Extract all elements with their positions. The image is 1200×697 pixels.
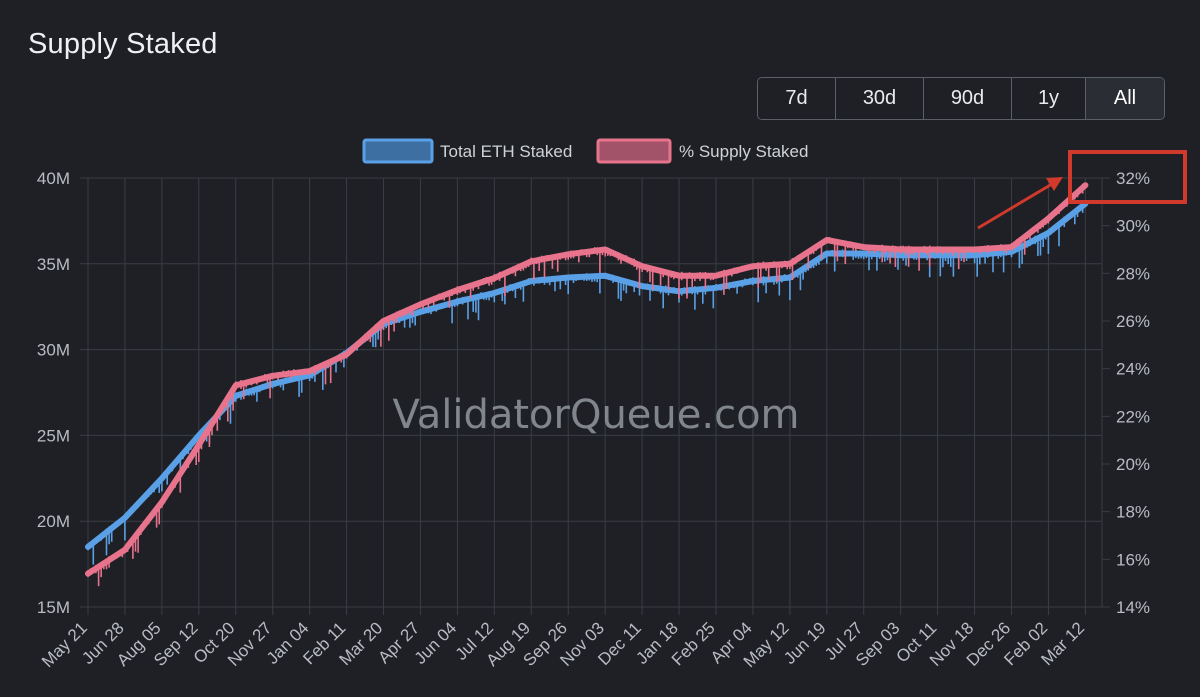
y-right-tick-label: 28%: [1116, 264, 1150, 283]
y-right-tick-label: 24%: [1116, 360, 1150, 379]
data-point: [972, 247, 977, 252]
y-left-tick-label: 40M: [37, 169, 70, 188]
data-point: [714, 286, 718, 290]
data-point: [1046, 231, 1051, 235]
data-point: [566, 252, 571, 257]
y-right-tick-label: 18%: [1116, 503, 1150, 522]
series: [85, 182, 1089, 587]
data-point: [418, 310, 423, 314]
legend-item-pct-supply[interactable]: % Supply Staked: [596, 138, 808, 164]
legend-label-pct-supply: % Supply Staked: [679, 142, 808, 161]
data-point: [123, 515, 127, 520]
data-point: [381, 319, 386, 323]
y-left-tick-label: 35M: [37, 255, 70, 274]
data-point: [160, 476, 164, 481]
data-point: [270, 382, 275, 386]
data-point: [86, 545, 90, 549]
data-point: [86, 571, 90, 576]
data-point: [861, 251, 866, 256]
data-point: [898, 247, 903, 252]
watermark: ValidatorQueue.com: [392, 392, 799, 438]
data-point: [714, 273, 718, 278]
data-point: [861, 245, 866, 249]
data-point: [824, 251, 829, 256]
data-point: [197, 443, 201, 447]
data-point: [233, 383, 238, 388]
annotation-box: [1068, 150, 1187, 204]
y-left-tick-label: 25M: [37, 426, 70, 445]
y-right-tick-label: 16%: [1116, 550, 1150, 569]
data-point: [824, 238, 829, 242]
data-point: [344, 352, 349, 357]
data-point: [935, 253, 940, 258]
data-point: [751, 279, 755, 283]
data-point: [307, 369, 312, 373]
annotation-arrow-head: [1046, 177, 1063, 191]
range-1y-button[interactable]: 1y: [1012, 78, 1086, 119]
data-point: [455, 299, 460, 304]
data-point: [751, 264, 755, 268]
legend-swatch-total-eth: [362, 138, 434, 164]
data-point: [640, 284, 644, 288]
data-point: [197, 433, 201, 438]
data-point: [529, 279, 534, 283]
data-point: [640, 264, 644, 268]
data-point: [788, 262, 792, 266]
legend: Total ETH Staked % Supply Staked: [362, 138, 808, 164]
range-all-button[interactable]: All: [1086, 78, 1164, 119]
y-left-tick-label: 15M: [37, 598, 70, 617]
legend-swatch-pct-supply: [596, 138, 672, 164]
data-point: [972, 253, 977, 258]
annotation-arrow: [977, 182, 1053, 230]
data-point: [677, 273, 681, 278]
data-point: [566, 275, 571, 280]
legend-item-total-eth[interactable]: Total ETH Staked: [362, 138, 572, 164]
data-point: [307, 373, 312, 378]
y-right-tick-label: 14%: [1116, 598, 1150, 617]
time-range-selector: 7d 30d 90d 1y All: [757, 77, 1165, 120]
data-point: [788, 275, 792, 280]
data-point: [455, 288, 460, 292]
x-tick-label: May 21: [38, 618, 91, 671]
x-tick-label: Jun 04: [411, 618, 461, 668]
data-point: [1083, 183, 1088, 187]
range-30d-button[interactable]: 30d: [836, 78, 924, 119]
data-point: [529, 259, 534, 264]
y-left-tick-label: 30M: [37, 341, 70, 360]
y-right-tick-label: 30%: [1116, 217, 1150, 236]
data-point: [418, 302, 423, 307]
data-point: [603, 274, 607, 278]
range-7d-button[interactable]: 7d: [758, 78, 836, 119]
legend-label-total-eth: Total ETH Staked: [440, 142, 572, 161]
series-line-pct-supply: [85, 182, 1089, 577]
data-point: [1009, 245, 1014, 249]
y-right-tick-label: 20%: [1116, 455, 1150, 474]
range-90d-button[interactable]: 90d: [924, 78, 1012, 119]
data-point: [1046, 216, 1051, 221]
y-right-tick-label: 32%: [1116, 169, 1150, 188]
data-point: [492, 276, 497, 280]
x-tick-label: Jun 19: [780, 618, 830, 668]
data-point: [233, 394, 238, 398]
y-left-tick-label: 20M: [37, 512, 70, 531]
data-point: [898, 253, 903, 258]
annotation: [977, 150, 1187, 230]
data-point: [603, 247, 607, 252]
data-point: [123, 548, 127, 552]
chart-title: Supply Staked: [28, 28, 218, 60]
data-point: [935, 247, 940, 252]
data-point: [160, 500, 164, 504]
y-right-tick-label: 22%: [1116, 407, 1150, 426]
data-point: [492, 291, 497, 295]
y-right-tick-label: 26%: [1116, 312, 1150, 331]
data-point: [1009, 249, 1014, 254]
data-point: [270, 374, 275, 378]
